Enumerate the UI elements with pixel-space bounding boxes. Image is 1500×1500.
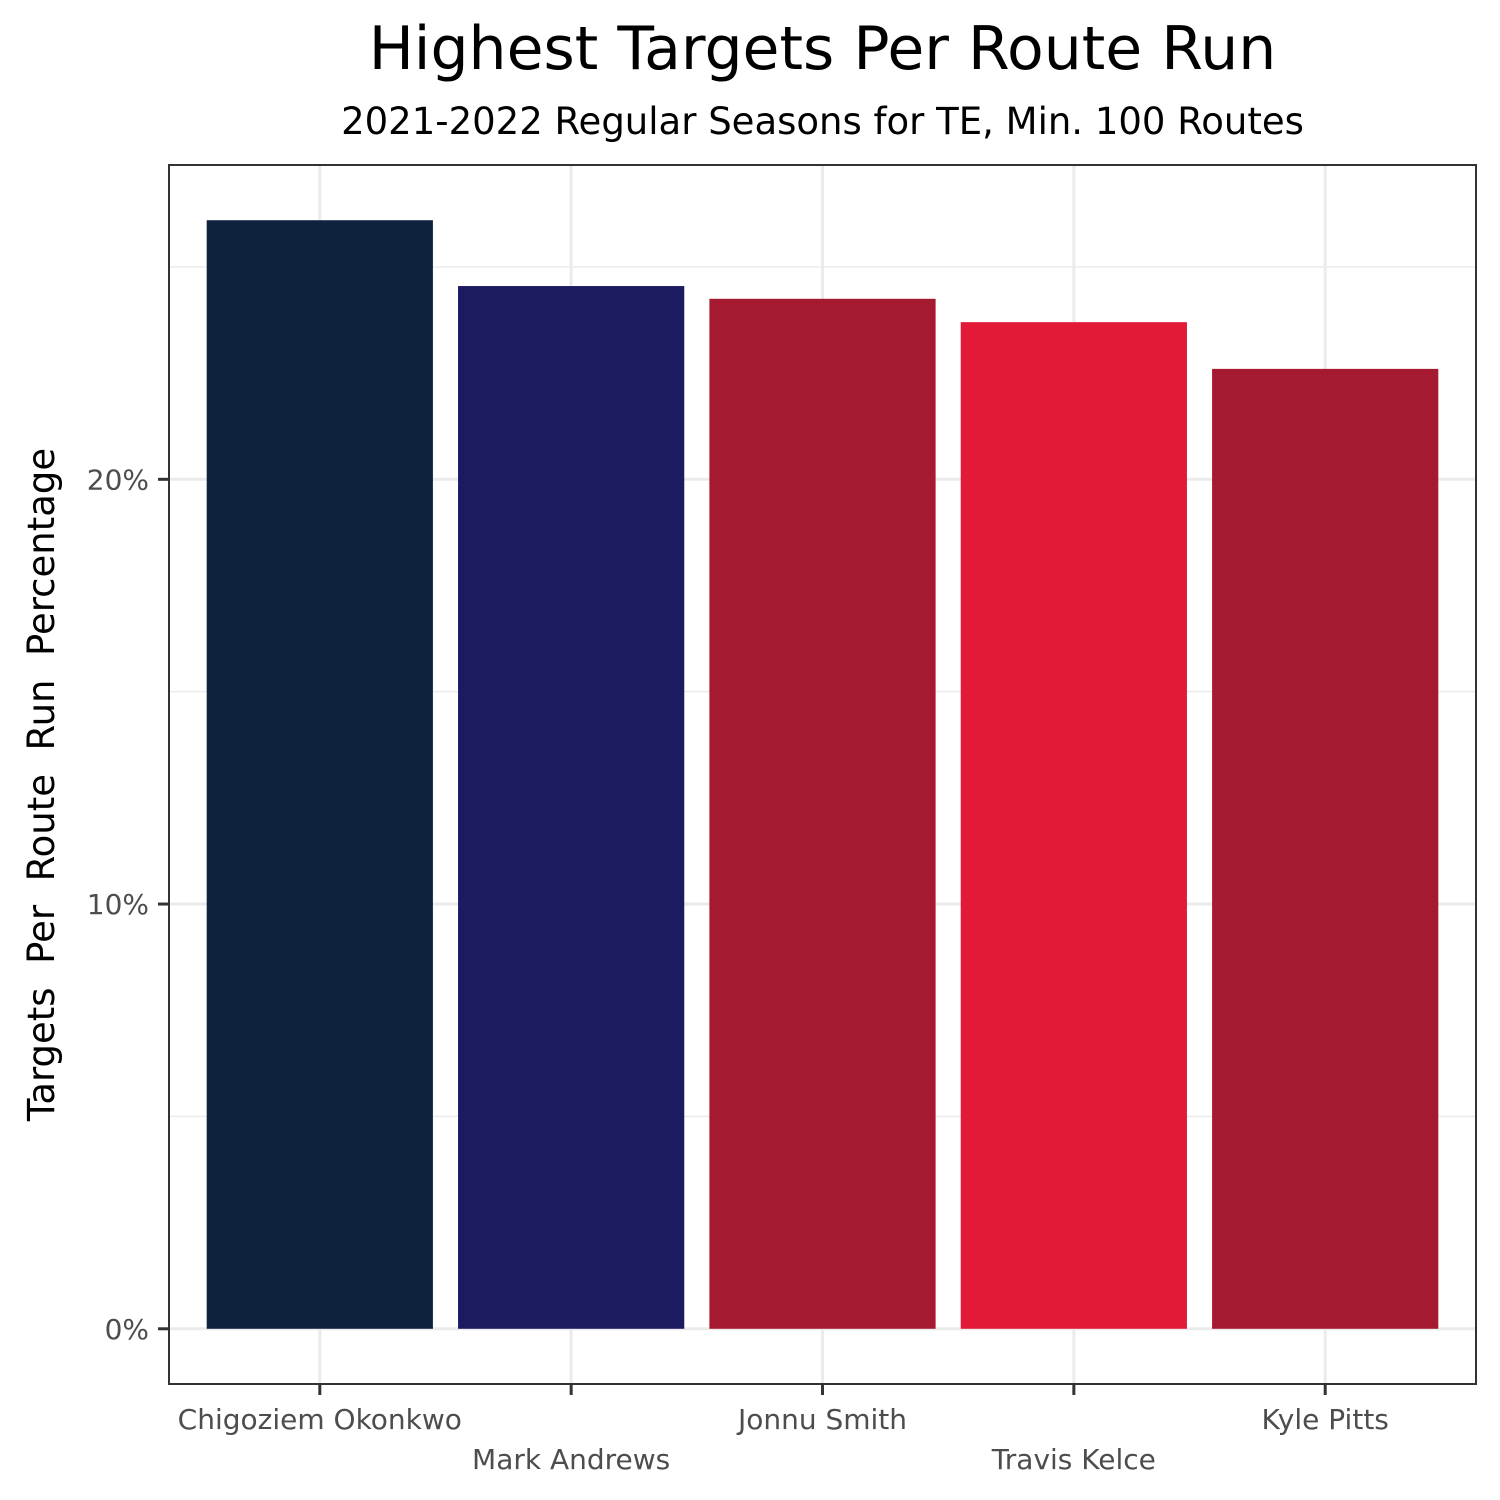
- chart-subtitle: 2021-2022 Regular Seasons for TE, Min. 1…: [341, 100, 1304, 143]
- x-tick-label: Mark Andrews: [472, 1443, 670, 1476]
- x-tick-label: Kyle Pitts: [1261, 1403, 1388, 1436]
- x-tick-label: Jonnu Smith: [736, 1403, 907, 1436]
- chart-title: Highest Targets Per Route Run: [368, 14, 1277, 84]
- y-tick-label: 20%: [87, 463, 149, 496]
- bars: [206, 220, 1439, 1329]
- bar: [960, 322, 1187, 1329]
- bar: [1212, 368, 1439, 1329]
- axes: 0% 10% 20% Chigoziem Okonkwo Mark Andrews Jon…: [87, 463, 1389, 1476]
- y-axis-title: Targets Per Route Run Percentage: [20, 448, 63, 1122]
- bar: [458, 286, 685, 1329]
- bar: [206, 220, 433, 1329]
- bar: [709, 298, 936, 1329]
- y-tick-label: 0%: [105, 1313, 149, 1346]
- y-tick-label: 10%: [87, 888, 149, 921]
- x-tick-label: Chigoziem Okonkwo: [178, 1403, 462, 1436]
- x-tick-label: Travis Kelce: [991, 1443, 1156, 1476]
